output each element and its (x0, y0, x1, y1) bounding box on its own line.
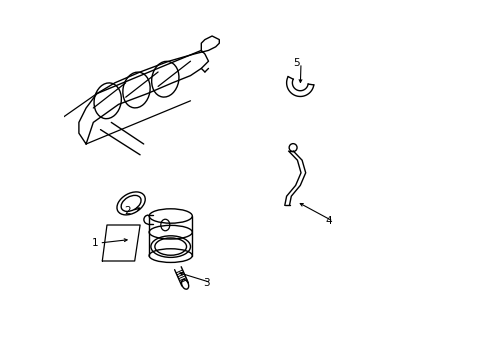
Text: 2: 2 (124, 206, 131, 216)
Text: 4: 4 (325, 216, 332, 226)
Text: 3: 3 (203, 278, 209, 288)
Text: 5: 5 (293, 58, 300, 68)
Text: 1: 1 (92, 238, 98, 248)
